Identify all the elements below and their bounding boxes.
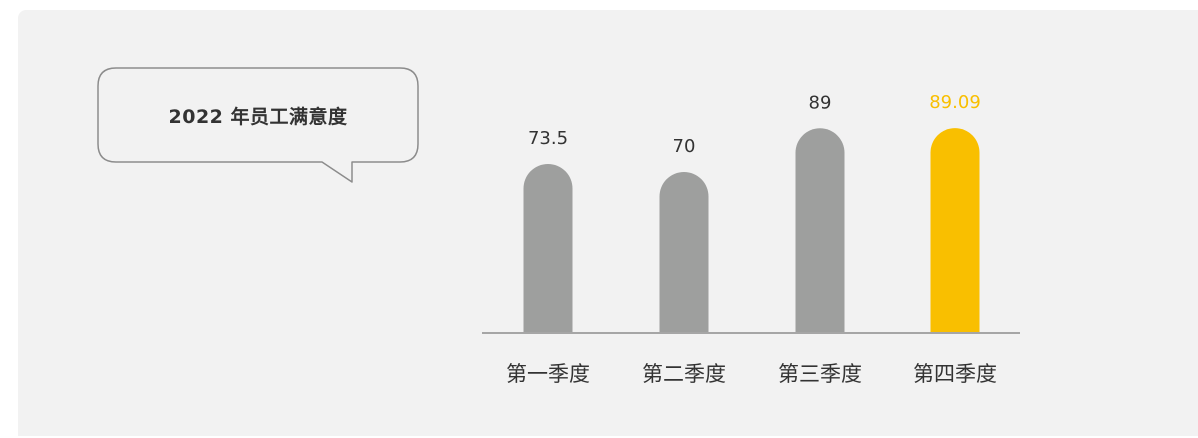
labels-layer: 73.5 第一季度 70 第二季度 89 第三季度 89.09 第四季度 xyxy=(506,92,997,386)
value-label-3: 89 xyxy=(809,92,832,113)
bars-layer xyxy=(523,128,980,333)
value-label-2: 70 xyxy=(673,136,696,157)
category-label-1: 第一季度 xyxy=(506,362,590,386)
bar-4 xyxy=(930,128,980,333)
bar-2 xyxy=(659,171,709,333)
chart-title: 2022 年员工满意度 xyxy=(168,105,348,128)
category-label-2: 第二季度 xyxy=(642,362,726,386)
value-label-4: 89.09 xyxy=(929,92,981,113)
category-label-3: 第三季度 xyxy=(778,362,862,386)
bar-1 xyxy=(523,163,573,333)
value-label-1: 73.5 xyxy=(528,128,568,149)
category-label-4: 第四季度 xyxy=(913,362,997,386)
bar-3 xyxy=(795,128,845,333)
